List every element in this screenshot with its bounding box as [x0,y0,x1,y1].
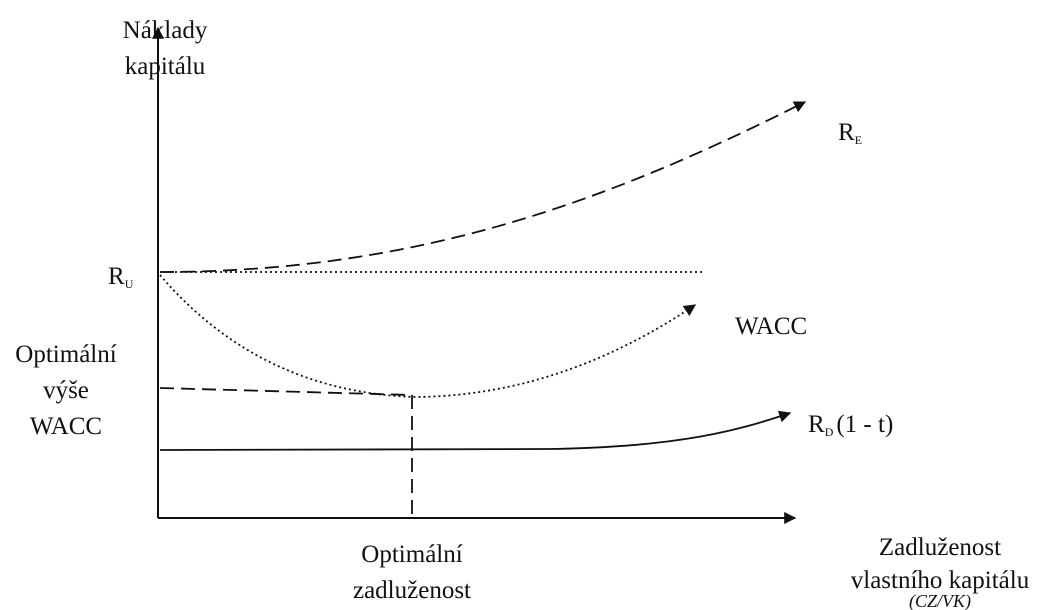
optimal-wacc-label: výše [43,377,89,404]
rd-curve [159,410,792,451]
optimal-debt-label: Optimální [361,541,462,568]
y-axis-label: kapitálu [125,53,206,80]
rd-label: RD (1 - t) [808,411,893,439]
optimal-wacc-label: Optimální [15,341,116,368]
rd-sub: D [825,425,834,439]
optimal-wacc-label: WACC [30,413,102,440]
ru-label: RU [108,263,134,291]
x-axis-unit: (CZ/VK) [909,591,971,610]
ru-main: R [108,263,125,290]
optimal-wacc-line [159,387,413,396]
re-label: RE [838,119,862,147]
re-curve [159,101,807,273]
rd-suffix: (1 - t) [836,411,893,438]
wacc-curve [159,274,696,398]
optimal-debt-label: zadluženost [353,577,471,604]
wacc-label: WACC [735,313,807,340]
x-axis-label: vlastního kapitálu [851,567,1030,594]
ru-sub: U [125,277,134,291]
re-main: R [838,119,855,146]
y-axis-label: Náklady [123,17,208,44]
x-axis-label: Zadluženost [879,534,1001,561]
re-sub: E [855,133,862,147]
rd-main: R [808,411,825,438]
